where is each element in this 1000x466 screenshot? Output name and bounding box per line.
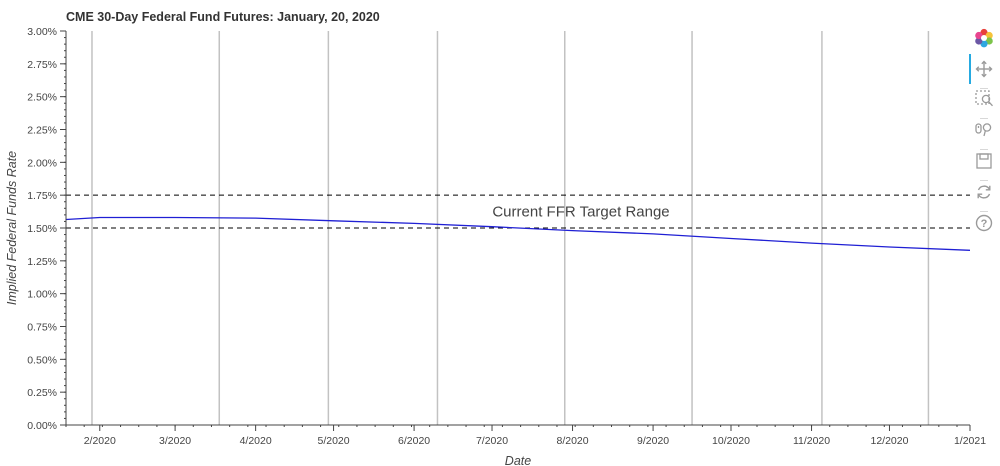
toolbar-separator bbox=[980, 180, 988, 181]
y-axis-label: Implied Federal Funds Rate bbox=[5, 151, 19, 305]
x-tick-label: 9/2020 bbox=[637, 435, 669, 447]
x-tick-label: 5/2020 bbox=[318, 435, 350, 447]
reset-icon[interactable] bbox=[972, 180, 996, 204]
x-tick-label: 11/2020 bbox=[793, 435, 830, 447]
x-tick-label: 8/2020 bbox=[556, 435, 588, 447]
pan-icon[interactable] bbox=[972, 57, 996, 81]
y-tick-label: 1.25% bbox=[27, 256, 57, 268]
toolbar-separator bbox=[980, 88, 988, 89]
toolbar-separator bbox=[980, 149, 988, 150]
wheel-zoom-icon[interactable] bbox=[972, 117, 996, 141]
y-tick-label: 0.75% bbox=[27, 322, 57, 334]
y-tick-label: 0.00% bbox=[27, 420, 57, 432]
help-icon[interactable]: ? bbox=[972, 211, 996, 235]
box-zoom-icon[interactable] bbox=[972, 87, 996, 111]
y-tick-label: 1.50% bbox=[27, 223, 57, 235]
y-tick-label: 0.25% bbox=[27, 387, 57, 399]
save-icon[interactable] bbox=[972, 149, 996, 173]
active-tool-indicator bbox=[969, 54, 971, 84]
chart-toolbar: ? bbox=[968, 26, 1000, 266]
x-axis-label: Date bbox=[505, 454, 531, 466]
y-tick-label: 1.00% bbox=[27, 289, 57, 301]
y-tick-label: 2.00% bbox=[27, 157, 57, 169]
y-tick-label: 2.25% bbox=[27, 125, 57, 137]
x-tick-label: 6/2020 bbox=[398, 435, 430, 447]
chart-title: CME 30-Day Federal Fund Futures: January… bbox=[66, 10, 380, 24]
x-tick-label: 4/2020 bbox=[240, 435, 272, 447]
svg-text:?: ? bbox=[981, 218, 988, 230]
y-tick-label: 2.75% bbox=[27, 59, 57, 71]
x-tick-label: 1/2021 bbox=[954, 435, 986, 447]
y-tick-label: 3.00% bbox=[27, 26, 57, 38]
y-tick-label: 1.75% bbox=[27, 190, 57, 202]
toolbar-separator bbox=[980, 118, 988, 119]
x-tick-label: 2/2020 bbox=[84, 435, 116, 447]
y-tick-label: 0.50% bbox=[27, 354, 57, 366]
series-line bbox=[65, 216, 971, 251]
bokeh-logo-icon[interactable] bbox=[972, 26, 996, 50]
plot-area[interactable]: Current FFR Target Range 0.00% 0.25% 0.50% 0… bbox=[27, 26, 986, 447]
x-tick-label: 7/2020 bbox=[476, 435, 508, 447]
x-tick-label: 3/2020 bbox=[159, 435, 191, 447]
target-range-label: Current FFR Target Range bbox=[492, 204, 669, 221]
x-tick-label: 12/2020 bbox=[870, 435, 908, 447]
y-tick-label: 2.50% bbox=[27, 92, 57, 104]
toolbar-separator bbox=[980, 211, 988, 212]
x-tick-label: 10/2020 bbox=[712, 435, 750, 447]
